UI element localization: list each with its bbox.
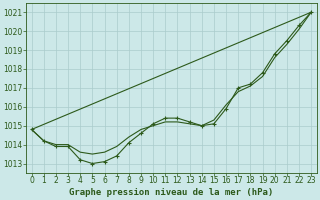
X-axis label: Graphe pression niveau de la mer (hPa): Graphe pression niveau de la mer (hPa) — [69, 188, 274, 197]
